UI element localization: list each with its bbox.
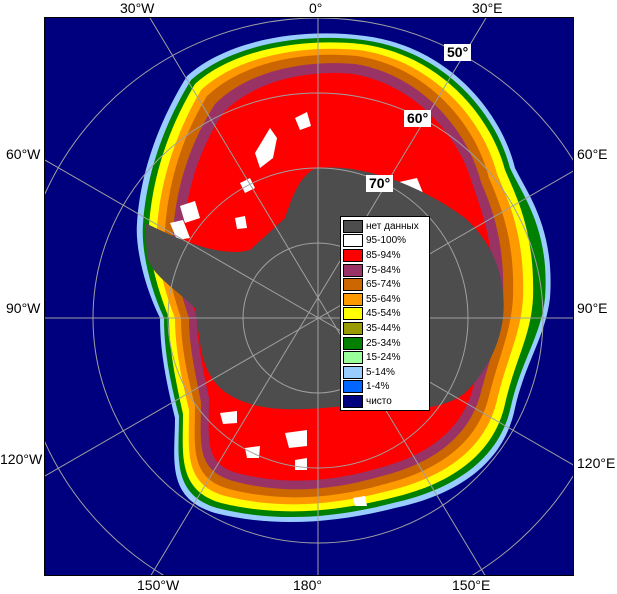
meridian bbox=[45, 170, 573, 477]
legend-label: 35-44% bbox=[366, 322, 401, 334]
legend-swatch bbox=[343, 307, 363, 321]
ice-patch bbox=[295, 458, 307, 470]
legend-swatch bbox=[343, 248, 363, 262]
legend-swatch bbox=[343, 292, 363, 306]
latitude-label-50: 50° bbox=[444, 44, 472, 61]
ice-patch bbox=[295, 112, 311, 130]
legend-swatch bbox=[343, 365, 363, 379]
longitude-label-30w: 30°W bbox=[120, 0, 155, 16]
legend-label: 95-100% bbox=[366, 235, 407, 247]
legend-swatch bbox=[343, 263, 363, 277]
ice-patch bbox=[180, 201, 200, 223]
ice-patch bbox=[353, 496, 367, 506]
legend-label: 55-64% bbox=[366, 293, 401, 305]
legend-label: 75-84% bbox=[366, 264, 401, 276]
legend-label: 15-24% bbox=[366, 352, 401, 364]
ice-patch bbox=[245, 446, 260, 458]
longitude-label-150w: 150°W bbox=[137, 577, 180, 593]
longitude-label-180: 180° bbox=[293, 577, 322, 593]
legend-item: нет данных bbox=[343, 219, 427, 234]
legend: нет данных 95-100% 85-94% 75-84% 65-74% 55-64… bbox=[340, 216, 430, 411]
legend-swatch bbox=[343, 351, 363, 365]
map-canvas bbox=[45, 18, 573, 575]
longitude-label-90e: 90°E bbox=[577, 300, 608, 316]
legend-item: 15-24% bbox=[343, 350, 427, 365]
latitude-label-60: 60° bbox=[404, 110, 432, 127]
legend-label: 5-14% bbox=[366, 366, 395, 378]
ice-patch bbox=[285, 430, 307, 448]
legend-swatch bbox=[343, 219, 363, 233]
longitude-label-0: 0° bbox=[309, 0, 323, 16]
legend-item: 85-94% bbox=[343, 248, 427, 263]
ice-patch bbox=[255, 128, 277, 168]
legend-item: 65-74% bbox=[343, 277, 427, 292]
legend-swatch bbox=[343, 278, 363, 292]
ice-patch bbox=[235, 216, 247, 229]
legend-item: чисто bbox=[343, 394, 427, 409]
longitude-label-120e: 120°E bbox=[577, 455, 616, 471]
legend-item: 35-44% bbox=[343, 321, 427, 336]
sea-ice-map bbox=[44, 17, 574, 576]
legend-item: 45-54% bbox=[343, 307, 427, 322]
legend-label: 85-94% bbox=[366, 249, 401, 261]
legend-item: 55-64% bbox=[343, 292, 427, 307]
longitude-label-150e: 150°E bbox=[452, 577, 491, 593]
legend-swatch bbox=[343, 394, 363, 408]
latitude-label-70: 70° bbox=[366, 175, 394, 192]
longitude-label-120w: 120°W bbox=[0, 451, 43, 467]
legend-label: нет данных bbox=[366, 220, 419, 232]
legend-label: 65-74% bbox=[366, 279, 401, 291]
legend-label: 1-4% bbox=[366, 381, 390, 393]
legend-swatch bbox=[343, 380, 363, 394]
longitude-label-60w: 60°W bbox=[6, 146, 41, 162]
longitude-label-90w: 90°W bbox=[6, 300, 41, 316]
legend-item: 5-14% bbox=[343, 365, 427, 380]
legend-item: 25-34% bbox=[343, 336, 427, 351]
legend-swatch bbox=[343, 336, 363, 350]
legend-swatch bbox=[343, 321, 363, 335]
legend-item: 95-100% bbox=[343, 234, 427, 249]
legend-label: 45-54% bbox=[366, 308, 401, 320]
longitude-label-30e: 30°E bbox=[472, 0, 503, 16]
legend-item: 1-4% bbox=[343, 380, 427, 395]
legend-item: 75-84% bbox=[343, 263, 427, 278]
ice-95-100-patches bbox=[170, 112, 423, 506]
legend-label: 25-34% bbox=[366, 337, 401, 349]
legend-swatch bbox=[343, 234, 363, 248]
meridian bbox=[45, 159, 573, 466]
legend-label: чисто bbox=[366, 395, 392, 407]
ice-patch bbox=[220, 411, 237, 424]
longitude-label-60e: 60°E bbox=[577, 146, 608, 162]
